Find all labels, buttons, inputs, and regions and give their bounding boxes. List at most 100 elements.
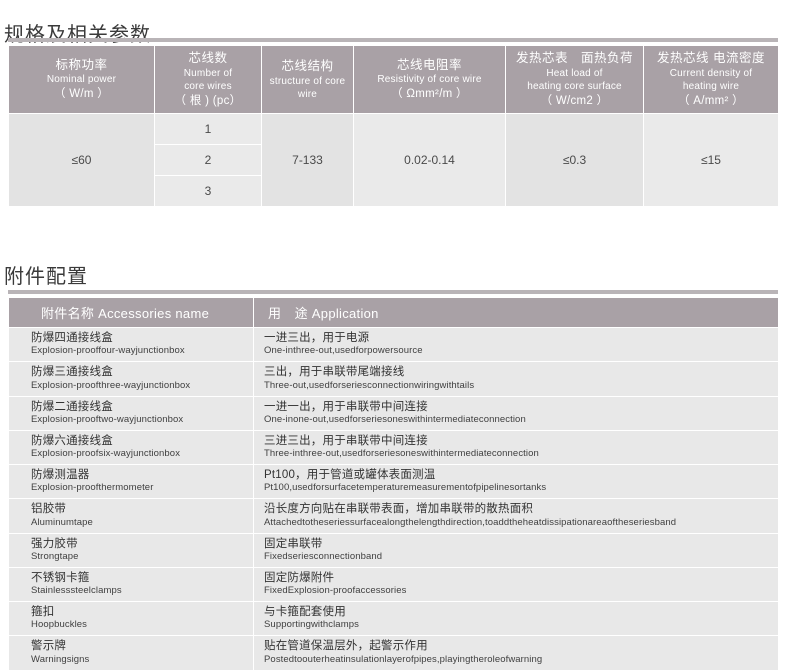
accessories-name-cell: 防爆测温器 Explosion-proofthermometer [8,463,254,500]
accessories-accent-bar [8,290,778,294]
accessories-row: 防爆六通接线盒 Explosion-proofsix-wayjunctionbox… [8,429,779,466]
accessories-application-cn: 与卡箍配套使用 [264,606,346,618]
spec-col-resistivity-unit: （ Ωmm²/m ） [391,88,468,101]
spec-col-core-wires: 芯线数 Number of core wires （ 根 ) (pc） [154,45,262,114]
accessories-application-cell: 三进三出，用于串联带中间连接 Three-inthree-out,usedfors… [253,429,779,466]
spec-col-nominal-power-en: Nominal power [46,74,117,86]
accessories-header-row: 附件名称 Accessories name 用 途 Application [8,297,779,328]
accessories-name-en: Hoopbuckles [31,619,88,631]
spec-col-current-density-cn: 发热芯线 电流密度 [657,51,765,65]
accessories-name-cell: 不锈钢卡箍 Stainlesssteelclamps [8,566,254,603]
accessories-name-en: Explosion-proofthree-wayjunctionbox [31,379,191,391]
spec-col-nominal-power: 标称功率 Nominal power （ W/m ） [8,45,155,114]
spec-col-heat-load: 发热芯表 面热负荷 Heat load of heating core surfa… [505,45,644,114]
spec-col-structure: 芯线结构 structure of core wire [261,45,354,114]
spec-col-current-density: 发热芯线 电流密度 Current density of heating wire… [643,45,779,114]
accessories-application-en: Supportingwithclamps [264,619,359,631]
accessories-name-en: Explosion-proofsix-wayjunctionbox [31,448,181,460]
accessories-name-cell: 防爆三通接线盒 Explosion-proofthree-wayjunctionb… [8,361,254,397]
accessories-row: 防爆二通接线盒 Explosion-prooftwo-wayjunctionbox… [8,395,779,431]
accessories-name-cell: 铝胶带 Aluminumtape [8,498,254,534]
spec-value-nominal-power: ≤60 [8,112,155,207]
accessories-name-cell: 防爆六通接线盒 Explosion-proofsix-wayjunctionbox [8,429,254,466]
accessories-name-cn: 强力胶带 [31,537,78,550]
spec-col-resistivity-en: Resistivity of core wire [377,74,482,86]
spec-accent-bar [8,38,778,42]
accessories-application-cn: 一进一出，用于串联带中间连接 [264,400,428,413]
accessories-row: 箍扣 Hoopbuckles 与卡箍配套使用 Supportingwithclamps [8,600,779,637]
spec-col-resistivity-cn: 芯线电阻率 [396,57,462,72]
spec-value-heat-load: ≤0.3 [505,112,644,207]
accessories-name-cell: 箍扣 Hoopbuckles [8,600,254,637]
accessories-row: 铝胶带 Aluminumtape 沿长度方向贴在串联带表面，增加串联带的散热面积 At… [8,498,779,534]
spec-table: 标称功率 Nominal power （ W/m ） 芯线数 Number of… [8,45,779,207]
spec-col-structure-cn: 芯线结构 [281,59,334,74]
accessories-application-en: Postedtoouterheatinsulationlayerofpipes,… [264,653,543,665]
accessories-name-en: Strongtape [31,550,79,562]
accessories-row: 不锈钢卡箍 Stainlesssteelclamps 固定防爆附件 FixedExpl… [8,566,779,603]
spec-value-structure: 7-133 [261,112,354,207]
spec-col-current-density-unit: （ A/mm² ） [678,94,744,107]
accessories-name-cn: 铝胶带 [31,503,67,516]
accessories-row: 强力胶带 Strongtape 固定串联带 Fixedseriesconnection… [8,532,779,568]
accessories-application-cell: 与卡箍配套使用 Supportingwithclamps [253,600,779,637]
accessories-name-cell: 防爆二通接线盒 Explosion-prooftwo-wayjunctionbox [8,395,254,431]
accessories-application-cn: 固定串联带 [264,537,323,550]
accessories-application-cell: Pt100，用于管道或罐体表面测温 Pt100,usedforsurfacetem… [253,463,779,500]
accessories-name-cn: 防爆三通接线盒 [31,366,113,379]
accessories-name-cell: 警示牌 Warningsigns [8,635,254,671]
accessories-row: 防爆三通接线盒 Explosion-proofthree-wayjunctionb… [8,361,779,397]
accessories-application-en: Three-inthree-out,usedforseriesoneswithi… [264,448,539,460]
spec-col-core-wires-unit: （ 根 ) (pc） [174,94,242,107]
accessories-application-en: Three-out,usedforseriesconnectionwiringw… [264,379,475,391]
accessories-name-en: Explosion-prooffour-wayjunctionbox [31,345,185,357]
accessories-application-en: FixedExplosion-proofaccessories [264,585,407,597]
accessories-section-title: 附件配置 [4,265,88,288]
accessories-application-cn: 固定防爆附件 [264,571,335,584]
accessories-name-cell: 强力胶带 Strongtape [8,532,254,568]
document-page: 规格及相关参数 标称功率 Nominal power （ W/m ） 芯线数 N… [4,25,779,671]
accessories-application-en: One-inone-out,usedforseriesoneswithinter… [264,413,526,425]
spec-col-resistivity: 芯线电阻率 Resistivity of core wire （ Ωmm²/m … [353,45,506,114]
spec-col-core-wires-cn: 芯线数 [188,51,228,65]
accessories-table: 附件名称 Accessories name 用 途 Application 防爆… [8,297,779,671]
accessories-name-cn: 防爆四通接线盒 [31,332,113,344]
accessories-application-en: Attachedtotheseriessurfacealongthelength… [264,516,677,528]
accessories-name-en: Explosion-prooftwo-wayjunctionbox [31,413,184,425]
accessories-name-en: Aluminumtape [31,516,93,528]
accessories-application-cell: 沿长度方向贴在串联带表面，增加串联带的散热面积 Attachedtotheseri… [253,498,779,534]
spec-col-core-wires-en: Number of core wires [183,67,233,92]
spec-table-header-row: 标称功率 Nominal power （ W/m ） 芯线数 Number of… [8,45,779,114]
spec-table-data-row: ≤60 1 2 3 7-133 0.02-0.14 ≤0.3 ≤15 [8,112,779,207]
accessories-application-en: Fixedseriesconnectionband [264,550,383,562]
accessories-row: 警示牌 Warningsigns 贴在管道保温层外，起警示作用 Postedtoout… [8,635,779,671]
accessories-application-cell: 一进三出，用于电源 One-inthree-out,usedforpowersou… [253,326,779,363]
spec-col-heat-load-unit: （ W/cm2 ） [540,94,609,107]
accessories-name-cn: 防爆二通接线盒 [31,400,113,413]
accessories-row: 防爆四通接线盒 Explosion-prooffour-wayjunctionbo… [8,326,779,363]
accessories-application-cell: 固定串联带 Fixedseriesconnectionband [253,532,779,568]
accessories-row: 防爆测温器 Explosion-proofthermometer Pt100，用于管… [8,463,779,500]
accessories-name-cn: 箍扣 [31,606,55,618]
accessories-application-cell: 一进一出，用于串联带中间连接 One-inone-out,usedforserie… [253,395,779,431]
accessories-name-cn: 防爆六通接线盒 [31,434,113,447]
spec-col-current-density-en: Current density of heating wire [669,67,753,92]
spec-value-resistivity: 0.02-0.14 [353,112,506,207]
accessories-col-application: 用 途 Application [253,297,779,328]
spec-value-core-wires-1: 1 [155,113,261,145]
accessories-name-en: Explosion-proofthermometer [31,482,154,494]
accessories-name-cn: 不锈钢卡箍 [31,571,90,584]
accessories-application-cell: 贴在管道保温层外，起警示作用 Postedtoouterheatinsulatio… [253,635,779,671]
accessories-application-cell: 三出，用于串联带尾端接线 Three-out,usedforseriesconne… [253,361,779,397]
accessories-col-name: 附件名称 Accessories name [8,297,254,328]
accessories-application-cn: 三进三出，用于串联带中间连接 [264,434,428,447]
accessories-name-en: Stainlesssteelclamps [31,585,122,597]
accessories-application-cell: 固定防爆附件 FixedExplosion-proofaccessories [253,566,779,603]
accessories-application-cn: Pt100，用于管道或罐体表面测温 [264,469,436,481]
accessories-name-en: Warningsigns [31,653,90,665]
spec-value-core-wires-group: 1 2 3 [154,112,262,207]
accessories-name-cell: 防爆四通接线盒 Explosion-prooffour-wayjunctionbo… [8,326,254,363]
spec-value-core-wires-3: 3 [155,175,261,206]
spec-col-nominal-power-cn: 标称功率 [55,57,108,72]
accessories-application-cn: 沿长度方向贴在串联带表面，增加串联带的散热面积 [264,503,534,516]
